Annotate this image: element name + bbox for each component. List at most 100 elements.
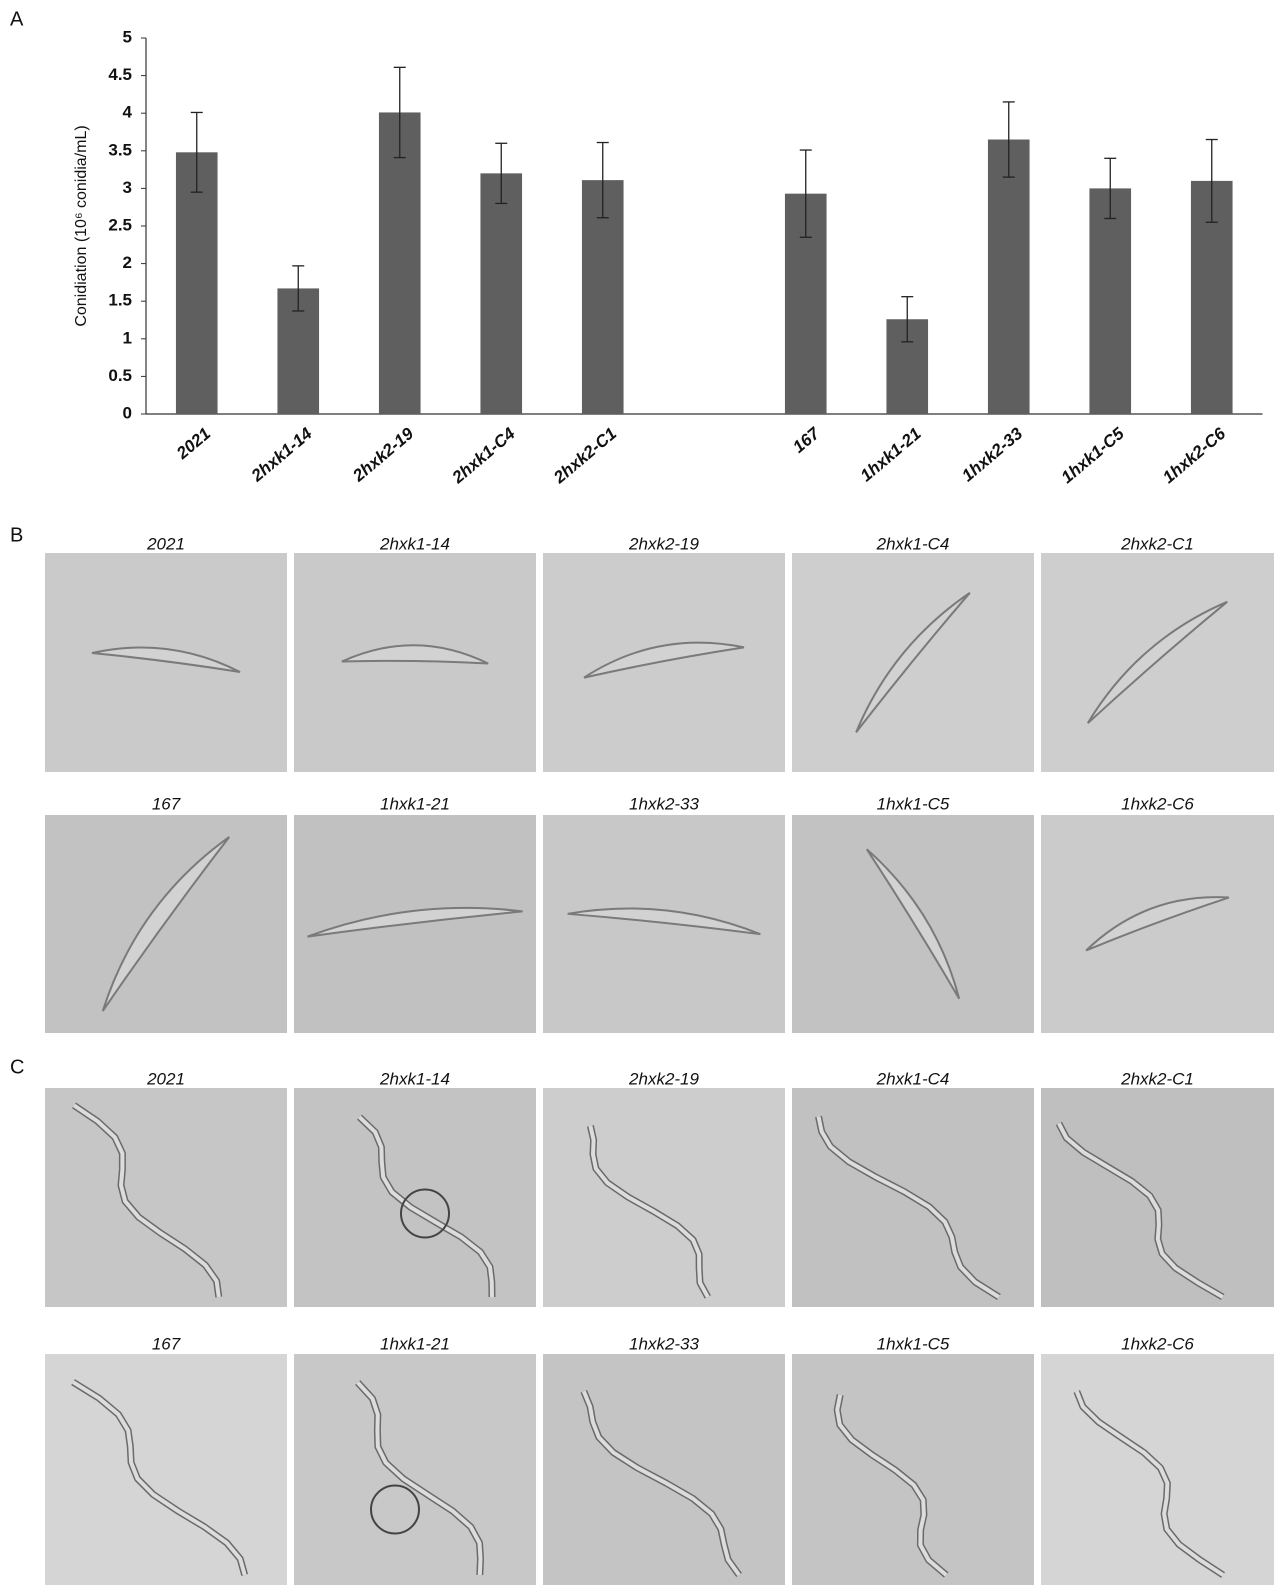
micrograph-title: 2021 <box>146 1069 185 1088</box>
micrograph <box>294 1354 536 1585</box>
micrograph-title: 1hxk1-21 <box>380 1334 450 1353</box>
micrograph-title: 2hxk1-C4 <box>876 534 950 553</box>
error-bar <box>596 141 609 219</box>
micrograph <box>792 1354 1034 1585</box>
conidium <box>1086 600 1228 724</box>
micrograph-title: 1hxk2-C6 <box>1121 1334 1194 1353</box>
error-bar <box>393 66 406 159</box>
micrograph-title: 1hxk1-C5 <box>877 794 950 813</box>
micrograph-title: 2hxk1-14 <box>379 534 450 553</box>
micrograph <box>543 553 785 772</box>
error-bar <box>495 142 508 205</box>
micrograph-title: 2021 <box>146 534 185 553</box>
y-tick-label: 3.5 <box>108 140 132 159</box>
hypha-core <box>358 1115 494 1298</box>
hypha-core <box>581 1390 741 1577</box>
micrograph-title: 1hxk1-21 <box>380 794 450 813</box>
micrograph <box>294 815 536 1033</box>
y-tick-label: 4 <box>123 103 133 122</box>
micrograph <box>1041 553 1274 772</box>
micrograph <box>543 1088 785 1307</box>
hypha-core <box>72 1103 221 1298</box>
micrograph <box>294 1088 536 1307</box>
hypha-core <box>356 1381 483 1576</box>
error-bar <box>799 149 812 238</box>
bar <box>378 112 421 414</box>
hypha-core <box>588 1125 710 1298</box>
micrograph <box>543 815 785 1033</box>
conidium <box>91 646 241 673</box>
x-tick-label: 1hxk2-33 <box>958 424 1026 486</box>
x-tick-label: 2hxk2-C1 <box>549 424 620 488</box>
bar <box>480 173 523 414</box>
micrograph-title: 2hxk1-C4 <box>876 1069 950 1088</box>
x-tick-label: 2021 <box>172 424 214 464</box>
x-tick-label: 2hxk1-14 <box>247 424 316 486</box>
bar <box>1089 188 1132 414</box>
conidium <box>865 848 961 1000</box>
y-axis-label: Conidiation (10⁶ conidia/mL) <box>73 125 90 326</box>
error-bar <box>901 296 914 343</box>
bar <box>175 152 218 414</box>
x-tick-label: 1hxk1-21 <box>857 424 925 485</box>
panel-label: B <box>10 524 23 546</box>
bar <box>581 180 624 414</box>
marker-circle <box>400 1188 450 1239</box>
y-tick-label: 1 <box>123 328 132 347</box>
y-tick-label: 2 <box>123 253 132 272</box>
y-tick-label: 0 <box>123 403 132 422</box>
micrograph <box>45 1088 287 1307</box>
marker-circle <box>370 1484 420 1535</box>
y-tick-label: 3 <box>123 178 132 197</box>
micrograph-title: 167 <box>152 1334 181 1353</box>
error-bar <box>1104 157 1117 220</box>
micrograph <box>543 1354 785 1585</box>
x-tick-label: 167 <box>789 423 824 457</box>
micrograph-title: 2hxk2-C1 <box>1120 1069 1194 1088</box>
micrograph-title: 1hxk2-33 <box>629 1334 699 1353</box>
micrograph-title: 2hxk1-14 <box>379 1069 450 1088</box>
x-tick-label: 1hxk2-C6 <box>1159 424 1230 487</box>
error-bar <box>1205 138 1218 223</box>
error-bar <box>190 111 203 193</box>
conidium <box>1085 896 1230 952</box>
conidium <box>307 906 523 938</box>
hypha-core <box>1074 1390 1225 1577</box>
micrograph-title: 1hxk1-C5 <box>877 1334 950 1353</box>
micrograph <box>792 553 1034 772</box>
conidium <box>583 641 745 679</box>
x-tick-label: 2hxk2-19 <box>348 424 417 486</box>
y-tick-label: 2.5 <box>108 215 132 234</box>
panel-label: C <box>10 1056 24 1078</box>
conidium <box>855 591 971 733</box>
hypha-core <box>816 1116 1000 1299</box>
y-tick-label: 1.5 <box>108 291 132 310</box>
micrograph <box>45 815 287 1033</box>
panel-label: A <box>10 8 24 30</box>
micrograph <box>45 553 287 772</box>
micrograph <box>1041 815 1274 1033</box>
hypha-core <box>71 1380 247 1576</box>
conidium <box>567 907 761 936</box>
conidium <box>341 644 489 665</box>
micrograph-title: 167 <box>152 794 181 813</box>
y-tick-label: 5 <box>123 27 132 46</box>
y-tick-label: 0.5 <box>108 366 132 385</box>
hypha-core <box>835 1394 948 1577</box>
micrograph-title: 2hxk2-19 <box>628 534 699 553</box>
micrograph-title: 1hxk2-33 <box>629 794 699 813</box>
micrograph-title: 1hxk2-C6 <box>1121 794 1194 813</box>
error-bar <box>292 265 305 312</box>
micrograph <box>792 815 1034 1033</box>
error-bar <box>1002 101 1015 178</box>
y-tick-label: 4.5 <box>108 65 132 84</box>
micrograph-title: 2hxk2-19 <box>628 1069 699 1088</box>
x-tick-label: 1hxk1-C5 <box>1058 424 1129 487</box>
micrograph <box>1041 1088 1274 1307</box>
hypha-core <box>1057 1122 1224 1299</box>
micrograph <box>294 553 536 772</box>
x-tick-label: 2hxk1-C4 <box>448 424 519 488</box>
micrograph-title: 2hxk2-C1 <box>1120 534 1194 553</box>
bar <box>987 139 1030 414</box>
